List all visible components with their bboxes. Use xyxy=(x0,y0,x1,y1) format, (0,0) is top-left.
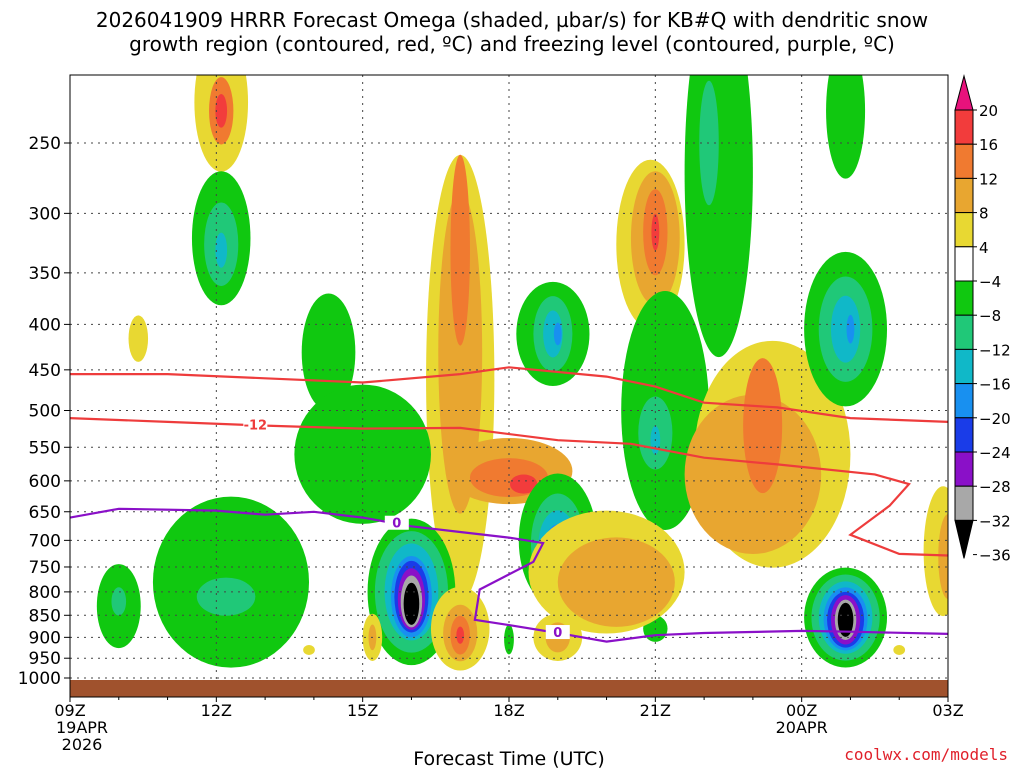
colorbar-label-7: −12 xyxy=(979,341,1011,359)
x-tick-label-4: 21Z xyxy=(640,701,671,720)
colorbar-label-4: 4 xyxy=(979,239,989,257)
y-tick-label-350: 350 xyxy=(29,264,61,284)
freezing-level-contour-0-label: 0 xyxy=(392,517,401,532)
omega-region-17 xyxy=(553,322,562,346)
omega-region-9 xyxy=(438,190,483,514)
y-tick-label-900: 900 xyxy=(29,628,61,648)
colorbar-box-10 xyxy=(954,417,974,453)
colorbar-label-13: −36 xyxy=(979,547,1011,565)
colorbar-label-10: −24 xyxy=(979,444,1011,462)
dgz-contour-0-label-bg xyxy=(243,417,268,432)
colorbar-label-0: 20 xyxy=(979,102,998,120)
colorbar-box-4 xyxy=(954,212,974,248)
omega-region-21 xyxy=(651,213,660,251)
colorbar-label-6: −8 xyxy=(979,307,1001,325)
colorbar-box-8 xyxy=(954,348,974,385)
colorbar-label-8: −16 xyxy=(979,376,1011,394)
colorbar-box-2 xyxy=(954,143,974,179)
omega-region-53 xyxy=(456,626,465,644)
contour-layer: -12 0 0 xyxy=(70,366,948,643)
x-tick-label-3: 18Z xyxy=(493,701,524,720)
ground-bar xyxy=(70,680,948,697)
colorbar-box-12 xyxy=(954,485,974,521)
omega-region-39 xyxy=(111,587,127,616)
omega-region-47 xyxy=(403,582,420,625)
y-tick-label-400: 400 xyxy=(29,315,61,335)
y-tick-label-1000: 1000 xyxy=(18,669,61,689)
y-tick-label-250: 250 xyxy=(29,134,61,154)
colorbar-box-11 xyxy=(954,451,974,487)
colorbar-top-arrow xyxy=(954,74,974,111)
colorbar-box-7 xyxy=(954,314,974,350)
omega-region-76 xyxy=(893,645,906,655)
colorbar-label-1: 16 xyxy=(979,136,998,154)
omega-region-13 xyxy=(509,474,538,494)
y-tick-label-450: 450 xyxy=(29,361,61,381)
colorbar-label-2: 12 xyxy=(979,170,998,188)
freezing-level-contour-0-label-bg xyxy=(384,515,409,530)
dgz-contour-0-label: -12 xyxy=(244,418,268,433)
omega-region-33 xyxy=(846,314,855,344)
colorbar: 20 16 12 8 4 −4 −8 −12 −16 −20 −24 −28 −32 −36 xyxy=(954,74,1011,565)
omega-shading-layer xyxy=(96,75,948,671)
y-tick-label-550: 550 xyxy=(29,438,61,458)
y-tick-label-700: 700 xyxy=(29,531,61,551)
omega-region-5 xyxy=(215,232,228,268)
y-tick-label-800: 800 xyxy=(29,583,61,603)
grid-layer xyxy=(70,75,948,680)
ground-layer xyxy=(70,680,948,697)
y-tick-label-850: 850 xyxy=(29,606,61,626)
freezing-level-contour-1-label-bg xyxy=(545,625,570,640)
omega-region-10 xyxy=(450,154,470,346)
axes-layer: 2503003504004505005506006507007508008509… xyxy=(18,74,964,768)
omega-region-32 xyxy=(830,295,861,363)
x-tick-label-0: 09Z xyxy=(54,701,85,720)
omega-region-6 xyxy=(128,315,149,362)
chart-title-line-2: growth region (contoured, red, ºC) and f… xyxy=(129,32,895,56)
omega-region-72 xyxy=(837,602,854,637)
colorbar-label-3: 8 xyxy=(979,205,989,223)
colorbar-box-3 xyxy=(954,177,974,214)
omega-region-2 xyxy=(215,94,228,128)
y-tick-label-300: 300 xyxy=(29,204,61,224)
y-tick-label-600: 600 xyxy=(29,472,61,492)
y-tick-label-950: 950 xyxy=(29,649,61,669)
credit-text: coolwx.com/models xyxy=(844,745,1008,764)
x-axis-label: Forecast Time (UTC) xyxy=(413,748,604,768)
omega-region-34 xyxy=(826,75,866,179)
x-date-label-0-0: 19APR xyxy=(56,718,108,737)
colorbar-box-6 xyxy=(954,280,974,316)
omega-region-16 xyxy=(543,310,563,358)
x-date-label-0-1: 2026 xyxy=(62,735,103,754)
colorbar-box-9 xyxy=(954,383,974,419)
omega-region-74 xyxy=(938,514,948,599)
omega-region-36 xyxy=(196,577,256,616)
x-tick-label-6: 03Z xyxy=(932,701,963,720)
y-tick-label-750: 750 xyxy=(29,558,61,578)
colorbar-bottom-arrow xyxy=(954,519,974,559)
colorbar-label-11: −28 xyxy=(979,478,1011,496)
colorbar-box-5 xyxy=(954,246,974,282)
omega-region-75 xyxy=(303,645,315,655)
omega-region-25 xyxy=(684,75,753,358)
colorbar-label-9: −20 xyxy=(979,410,1011,428)
omega-region-64 xyxy=(557,537,675,627)
x-tick-label-2: 15Z xyxy=(347,701,378,720)
x-tick-label-5: 00Z xyxy=(786,701,817,720)
colorbar-label-12: −32 xyxy=(979,512,1011,530)
x-tick-label-1: 12Z xyxy=(201,701,232,720)
dgz-contour-0 xyxy=(70,417,948,557)
dgz-contour-1 xyxy=(70,366,948,423)
omega-region-29 xyxy=(743,358,783,494)
freezing-level-contour-0 xyxy=(70,507,948,643)
colorbar-label-5: −4 xyxy=(979,273,1001,291)
freezing-level-contour-1-label: 0 xyxy=(553,626,562,641)
chart-title-line-1: 2026041909 HRRR Forecast Omega (shaded, … xyxy=(95,8,929,32)
colorbar-box-1 xyxy=(954,109,974,145)
x-date-label-1-0: 20APR xyxy=(776,718,828,737)
y-tick-label-650: 650 xyxy=(29,503,61,523)
omega-region-54 xyxy=(504,624,514,655)
y-tick-label-500: 500 xyxy=(29,402,61,422)
